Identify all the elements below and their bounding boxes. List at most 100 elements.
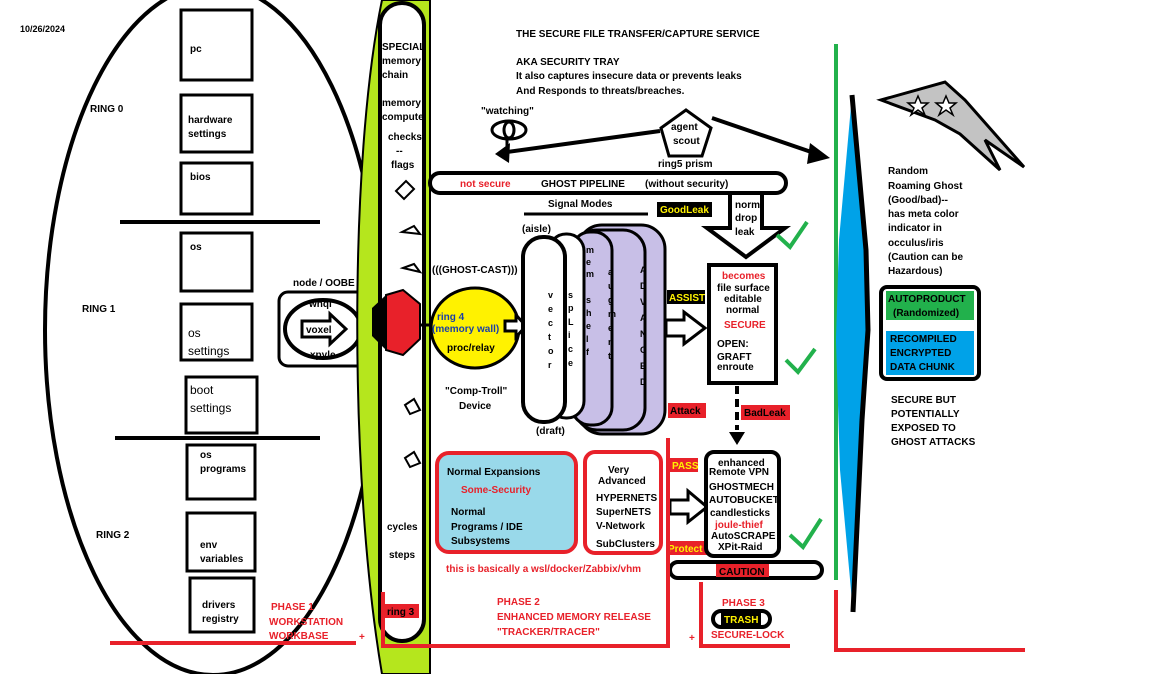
caution-label: CAUTION xyxy=(719,567,765,578)
attack-label: Attack xyxy=(670,406,701,417)
node-arrow xyxy=(300,310,349,348)
enhanced-line1: enhanced xyxy=(718,458,765,469)
drop-leak-arrow xyxy=(700,191,792,260)
special-line3: chain xyxy=(382,70,408,81)
drivers-registry-line1: drivers xyxy=(202,600,236,611)
os-box-label: os xyxy=(190,242,202,253)
ghost-desc-line8: Hazardous) xyxy=(888,266,942,277)
agent-pentagon xyxy=(659,108,713,158)
splice-text: s p L i c e xyxy=(568,290,574,368)
phase3-plus: + xyxy=(689,633,695,644)
svg-text:m: m xyxy=(608,309,616,319)
hardware-box-line2: settings xyxy=(188,129,227,140)
node-oobe-label: node / OOBE xyxy=(293,278,355,289)
svg-text:C: C xyxy=(640,345,647,355)
compute-line1: memory xyxy=(382,98,421,109)
hardware-box-line1: hardware xyxy=(188,115,233,126)
svg-text:L: L xyxy=(568,317,574,327)
protect-label: Protect xyxy=(668,544,703,555)
svg-text:e: e xyxy=(548,304,553,314)
svg-text:e: e xyxy=(608,323,613,333)
shield-outline xyxy=(849,94,871,613)
ring4-line2: (memory wall) xyxy=(432,324,499,335)
os-settings-line2: settings xyxy=(188,344,229,358)
recompiled-line3: DATA CHUNK xyxy=(890,362,956,373)
svg-text:r: r xyxy=(548,360,552,370)
node-voxel: voxel xyxy=(306,325,332,336)
secure-but-line2: POTENTIALLY xyxy=(891,409,960,420)
flag-notch-4 xyxy=(403,397,422,416)
enhanced-line2: Remote VPN xyxy=(709,467,769,478)
ghost-desc-line6: occulus/iris xyxy=(888,238,944,249)
becomes-box xyxy=(707,263,778,385)
lightning-ghost xyxy=(876,80,1026,172)
phase2-line3: "TRACKER/TRACER" xyxy=(497,627,600,638)
ring4-line3: proc/relay xyxy=(447,343,495,354)
secure-but-line1: SECURE BUT xyxy=(891,395,956,406)
good-leak-label: GoodLeak xyxy=(660,205,709,216)
pass-arrow xyxy=(668,487,710,526)
vector-panel xyxy=(521,235,567,424)
very-advanced-line3: HYPERNETS xyxy=(596,493,657,504)
svg-text:N: N xyxy=(640,329,647,339)
phase2-line2: ENHANCED MEMORY RELEASE xyxy=(497,612,651,623)
drivers-registry-line2: registry xyxy=(202,614,239,625)
becomes-label: becomes xyxy=(722,271,766,282)
agent-line1: agent xyxy=(671,122,698,133)
bad-leak-badge xyxy=(741,405,790,420)
pc-box-label: pc xyxy=(190,44,202,55)
os-programs-line1: os xyxy=(200,450,212,461)
svg-text:f: f xyxy=(586,347,590,357)
svg-text:t: t xyxy=(608,351,611,361)
svg-text:e: e xyxy=(568,358,573,368)
very-advanced-line4: SuperNETS xyxy=(596,507,651,518)
autoproduct-fill xyxy=(886,291,974,320)
enhanced-line3: GHOSTMECH xyxy=(709,482,774,493)
pass-badge xyxy=(670,458,698,472)
compute-line2: compute xyxy=(382,112,424,123)
subtitle-line2: It also captures insecure data or preven… xyxy=(516,71,742,82)
aisle-label: (aisle) xyxy=(522,224,551,235)
ghost-cast-label: (((GHOST-CAST))) xyxy=(432,265,518,276)
secure-lock-label: SECURE-LOCK xyxy=(711,630,785,641)
becomes-enroute: enroute xyxy=(717,362,754,373)
caution-badge xyxy=(716,564,769,577)
hardware-box xyxy=(179,93,254,154)
pipeline-without-security: (without security) xyxy=(645,179,728,190)
enhanced-line4: AUTOBUCKET xyxy=(709,495,779,506)
advanced-text: A D V A N C E D xyxy=(640,265,647,387)
becomes-line3: editable xyxy=(724,294,762,305)
blue-shield xyxy=(836,95,868,612)
ghost-pipeline xyxy=(428,171,788,195)
secure-but-line3: EXPOSED TO xyxy=(891,423,956,434)
phase1-line3: WORKBASE xyxy=(269,631,329,642)
ghost-eye-left xyxy=(905,94,931,118)
svg-text:e: e xyxy=(586,257,591,267)
svg-text:e: e xyxy=(586,321,591,331)
autoproduct-line2: (Randomized) xyxy=(893,308,959,319)
good-leak-badge xyxy=(657,202,712,217)
checks-line3: flags xyxy=(391,160,415,171)
drop-leak-line3: leak xyxy=(735,227,755,238)
ghost-eye-right xyxy=(933,94,959,118)
phase1-line2: WORKSTATION xyxy=(269,617,343,628)
os-programs-box xyxy=(185,443,257,501)
arrow-to-eye xyxy=(499,129,661,155)
svg-text:a: a xyxy=(608,267,614,277)
svg-text:t: t xyxy=(548,332,551,342)
svg-text:i: i xyxy=(568,330,571,340)
boot-settings-box xyxy=(184,375,259,435)
signal-modes-label: Signal Modes xyxy=(548,199,613,210)
svg-text:E: E xyxy=(640,361,646,371)
os-box xyxy=(179,231,254,293)
trash-label: TRASH xyxy=(724,615,758,626)
svg-text:u: u xyxy=(608,281,614,291)
pc-box xyxy=(179,8,254,82)
ghost-desc-line2: Roaming Ghost xyxy=(888,181,963,192)
normal-exp-line2: Programs / IDE xyxy=(451,522,523,533)
arrow-to-ghost-head xyxy=(807,143,830,164)
recompiled-line1: RECOMPILED xyxy=(890,334,957,345)
flag-notch-2 xyxy=(398,224,423,236)
enhanced-line5: candlesticks xyxy=(710,508,770,519)
